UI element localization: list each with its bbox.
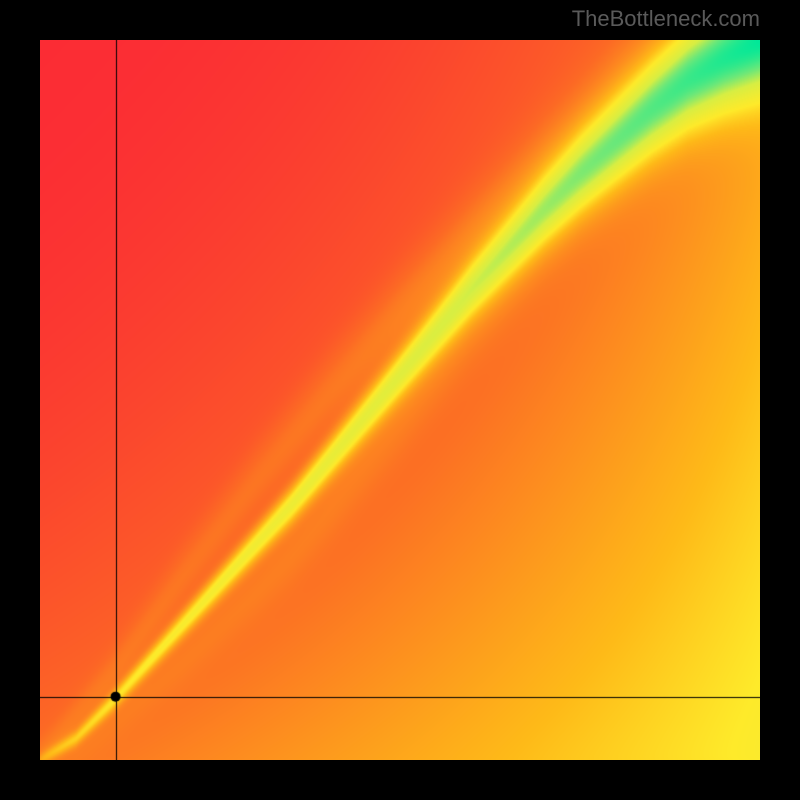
- root: TheBottleneck.com: [0, 0, 800, 800]
- bottleneck-heatmap: [40, 40, 760, 760]
- watermark-text: TheBottleneck.com: [572, 6, 760, 32]
